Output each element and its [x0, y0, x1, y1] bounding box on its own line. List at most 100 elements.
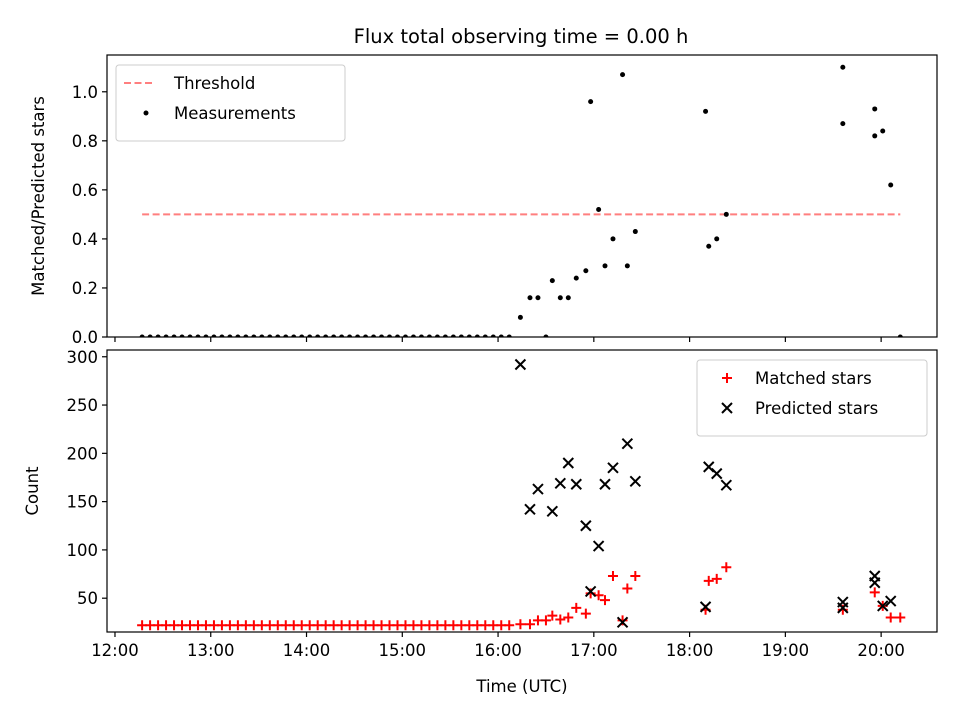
x-tick-label: 15:00: [379, 641, 427, 660]
measurements-point: [565, 295, 571, 301]
matched-stars-point: [869, 587, 880, 598]
measurements-point: [251, 334, 257, 337]
measurements-point: [610, 236, 616, 242]
measurements-point: [434, 334, 440, 337]
measurements-point: [259, 334, 265, 337]
y-tick-label: 300: [67, 348, 99, 367]
data-layer: [137, 358, 906, 631]
measurements-point: [549, 278, 555, 284]
measurements-point: [442, 334, 448, 337]
y-tick-label: 0.2: [72, 279, 98, 298]
measurements-point: [307, 334, 313, 337]
predicted-stars-point: [720, 479, 733, 491]
measurements-point: [187, 334, 193, 337]
measurements-point: [275, 334, 281, 337]
measurements-point: [171, 334, 177, 337]
matched-stars-point: [721, 562, 732, 573]
matched-stars-point: [571, 602, 582, 613]
x-tick-label: 20:00: [857, 641, 905, 660]
x-tick-label: 16:00: [474, 641, 522, 660]
measurements-point: [339, 334, 345, 337]
y-tick-label: 0.4: [72, 230, 98, 249]
x-tick-label: 14:00: [283, 641, 331, 660]
measurements-point: [588, 99, 594, 105]
y-tick-label: 250: [67, 396, 99, 415]
measurements-point: [624, 263, 630, 269]
measurements-point: [535, 295, 541, 301]
matched-stars-point: [504, 620, 515, 631]
predicted-stars-point: [616, 616, 629, 629]
measurements-point: [426, 334, 432, 337]
matched-stars-point: [703, 575, 714, 586]
matched-stars-point: [563, 612, 574, 623]
measurements-point: [474, 334, 480, 337]
x-axis-label: Time (UTC): [475, 677, 567, 696]
measurements-point: [840, 121, 846, 127]
y-tick-label: 100: [67, 541, 99, 560]
measurements-point: [395, 334, 400, 337]
predicted-stars-point: [607, 462, 619, 474]
measurements-point: [379, 334, 385, 337]
chart-title: Flux total observing time = 0.00 h: [354, 25, 689, 48]
matched-stars-point: [580, 608, 591, 619]
measurements-point: [498, 334, 504, 337]
measurements-point: [583, 268, 589, 274]
predicted-stars-point: [554, 477, 567, 489]
measurements-point: [402, 334, 408, 337]
matched-stars-point: [585, 588, 596, 599]
matched-stars-point: [555, 614, 566, 625]
measurements-point: [714, 236, 720, 242]
plot-frame: [106, 54, 938, 338]
y-tick-label: 200: [67, 444, 99, 463]
measurements-point: [596, 206, 602, 212]
measurements-point: [706, 243, 712, 249]
legend-matched-stars-icon: [722, 373, 732, 383]
predicted-stars-point: [570, 478, 582, 490]
measurements-point: [632, 229, 638, 235]
y-tick-label: 150: [67, 493, 99, 512]
measurements-point: [450, 334, 456, 337]
matched-stars-point: [547, 610, 558, 621]
predicted-stars-point: [592, 540, 605, 552]
y-tick-label: 50: [77, 589, 98, 608]
measurements-point: [227, 334, 233, 337]
measurements-point: [243, 334, 249, 337]
measurements-point: [482, 334, 488, 337]
measurements-point: [573, 275, 579, 281]
plot-frame: [106, 349, 938, 633]
matched-stars-point: [540, 615, 551, 626]
measurements-point: [872, 106, 878, 112]
matched-stars-point: [622, 583, 633, 594]
x-tick-label: 19:00: [762, 641, 810, 660]
predicted-stars-point: [580, 520, 592, 532]
y-tick-label: 0.8: [72, 132, 98, 151]
measurements-point: [235, 334, 241, 337]
measurements-point: [527, 295, 533, 301]
legend: Threshold Measurements: [115, 64, 346, 142]
predicted-stars-point: [546, 505, 559, 517]
x-tick-label: 18:00: [666, 641, 714, 660]
measurements-point: [557, 295, 563, 301]
measurements-point: [323, 334, 329, 337]
matched-stars-point: [600, 595, 610, 606]
measurements-point: [458, 334, 464, 337]
measurements-point: [355, 334, 361, 337]
predicted-stars-point: [599, 478, 611, 490]
measurements-point: [267, 334, 273, 337]
y-tick-label: 0.0: [72, 328, 98, 347]
measurements-point: [195, 334, 201, 337]
measurements-point: [315, 334, 321, 337]
predicted-stars-point: [514, 358, 527, 371]
predicted-stars-point: [629, 475, 642, 488]
measurements-point: [872, 133, 878, 139]
measurements-point: [723, 211, 729, 217]
x-tick-label: 13:00: [187, 641, 235, 660]
predicted-stars-point: [532, 483, 544, 495]
predicted-stars-point: [885, 595, 897, 607]
measurements-point: [602, 263, 608, 269]
predicted-stars-point: [837, 596, 849, 608]
legend-measurements-icon: [143, 110, 149, 116]
predicted-stars-point: [621, 437, 634, 450]
measurements-point: [517, 314, 523, 320]
